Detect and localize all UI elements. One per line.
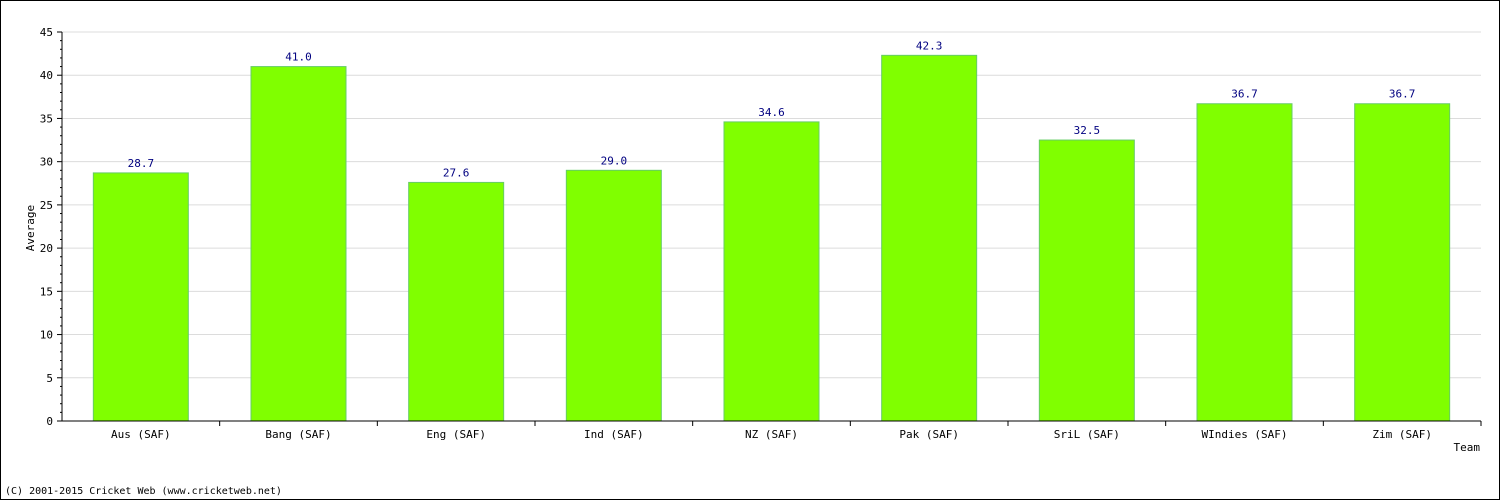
bar-NZ (SAF) (723, 121, 820, 422)
data-label: 32.5 (1074, 124, 1101, 137)
data-label: 36.7 (1389, 88, 1416, 101)
x-tick-label: Zim (SAF) (1372, 428, 1432, 441)
bar-Aus (SAF) (92, 172, 189, 422)
copyright-text: (C) 2001-2015 Cricket Web (www.cricketwe… (5, 486, 282, 497)
y-tick-label: 40 (40, 69, 53, 82)
data-label: 36.7 (1231, 88, 1258, 101)
y-tick-label: 0 (46, 415, 53, 428)
bar-layer: 28.7 41.0 27.6 29.0 34.6 42.3 32.5 36.7 36.7 (92, 39, 1451, 422)
y-tick-label: 20 (40, 242, 53, 255)
axis-layer: 0 5 10 15 20 25 30 35 40 45 Aus (SAF) Bang (SAF) Eng… (40, 26, 1482, 441)
x-tick-label: Bang (SAF) (265, 428, 331, 441)
y-tick-label: 15 (40, 285, 53, 298)
x-tick-label: Eng (SAF) (426, 428, 486, 441)
data-label: 42.3 (916, 39, 943, 52)
x-tick-label: WIndies (SAF) (1201, 428, 1287, 441)
x-tick-label: SriL (SAF) (1054, 428, 1120, 441)
bar-Ind (SAF) (565, 169, 662, 422)
bar-WIndies (SAF) (1196, 103, 1293, 422)
x-tick-label: Ind (SAF) (584, 428, 644, 441)
y-tick-label: 45 (40, 26, 53, 39)
y-tick-label: 25 (40, 199, 53, 212)
bar-SriL (SAF) (1038, 139, 1135, 422)
x-tick-label: Pak (SAF) (899, 428, 959, 441)
y-tick-label: 5 (46, 372, 53, 385)
bar-Zim (SAF) (1354, 103, 1451, 422)
data-label: 41.0 (285, 51, 312, 64)
bar-Eng (SAF) (408, 181, 505, 422)
y-tick-label: 30 (40, 156, 53, 169)
bar-Pak (SAF) (881, 54, 978, 422)
y-axis-title: Average (24, 205, 37, 251)
data-label: 34.6 (758, 106, 785, 119)
y-tick-label: 35 (40, 112, 53, 125)
x-axis-title: Team (1454, 441, 1481, 454)
data-label: 27.6 (443, 166, 470, 179)
y-tick-label: 10 (40, 329, 53, 342)
x-tick-label: Aus (SAF) (111, 428, 171, 441)
x-tick-label: NZ (SAF) (745, 428, 798, 441)
data-label: 29.0 (601, 154, 628, 167)
bar-Bang (SAF) (250, 66, 347, 422)
data-label: 28.7 (128, 157, 155, 170)
